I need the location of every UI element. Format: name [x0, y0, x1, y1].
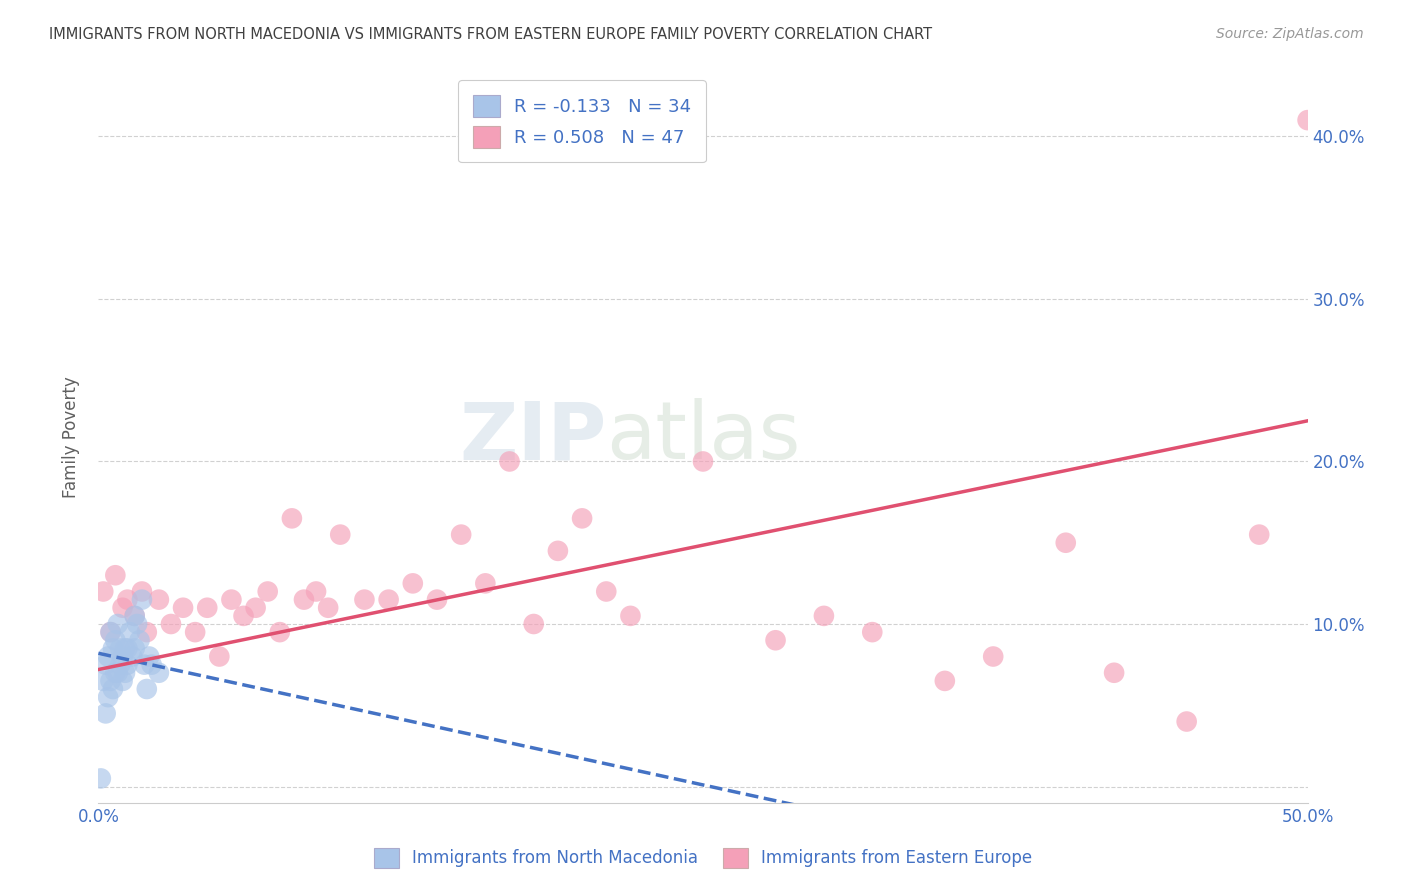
- Point: [860, 625, 883, 640]
- Point: [813, 608, 835, 623]
- Point: [101, 641, 124, 656]
- Point: [547, 544, 569, 558]
- Point: [245, 600, 267, 615]
- Point: [91, 584, 114, 599]
- Point: [111, 600, 134, 615]
- Point: [100, 673, 122, 688]
- Point: [91, 673, 114, 688]
- Point: [571, 511, 593, 525]
- Point: [94, 657, 117, 672]
- Point: [148, 592, 170, 607]
- Point: [104, 568, 127, 582]
- Text: atlas: atlas: [606, 398, 800, 476]
- Point: [498, 454, 520, 468]
- Point: [208, 649, 231, 664]
- Point: [131, 584, 153, 599]
- Text: ZIP: ZIP: [458, 398, 606, 476]
- Point: [131, 592, 153, 607]
- Point: [97, 690, 120, 705]
- Point: [426, 592, 449, 607]
- Point: [108, 641, 131, 656]
- Point: [1296, 113, 1319, 128]
- Point: [402, 576, 425, 591]
- Point: [292, 592, 315, 607]
- Point: [195, 600, 218, 615]
- Point: [934, 673, 956, 688]
- Point: [97, 649, 120, 664]
- Legend: R = -0.133   N = 34, R = 0.508   N = 47: R = -0.133 N = 34, R = 0.508 N = 47: [458, 80, 706, 162]
- Point: [135, 681, 157, 696]
- Legend: Immigrants from North Macedonia, Immigrants from Eastern Europe: Immigrants from North Macedonia, Immigra…: [367, 841, 1039, 875]
- Point: [117, 657, 139, 672]
- Text: IMMIGRANTS FROM NORTH MACEDONIA VS IMMIGRANTS FROM EASTERN EUROPE FAMILY POVERTY: IMMIGRANTS FROM NORTH MACEDONIA VS IMMIG…: [49, 27, 932, 42]
- Text: Source: ZipAtlas.com: Source: ZipAtlas.com: [1216, 27, 1364, 41]
- Point: [117, 592, 139, 607]
- Point: [1175, 714, 1198, 729]
- Point: [104, 633, 127, 648]
- Point: [127, 617, 149, 632]
- Point: [450, 527, 472, 541]
- Point: [474, 576, 496, 591]
- Point: [104, 665, 127, 680]
- Point: [114, 641, 136, 656]
- Point: [256, 584, 278, 599]
- Point: [281, 511, 304, 525]
- Point: [1054, 535, 1077, 549]
- Point: [172, 600, 194, 615]
- Point: [128, 633, 150, 648]
- Point: [100, 625, 122, 640]
- Point: [269, 625, 291, 640]
- Point: [595, 584, 617, 599]
- Point: [138, 649, 160, 664]
- Point: [619, 608, 641, 623]
- Point: [692, 454, 714, 468]
- Point: [117, 641, 139, 656]
- Y-axis label: Family Poverty: Family Poverty: [62, 376, 80, 498]
- Point: [981, 649, 1004, 664]
- Point: [148, 665, 170, 680]
- Point: [353, 592, 375, 607]
- Point: [100, 625, 122, 640]
- Point: [316, 600, 339, 615]
- Point: [1102, 665, 1125, 680]
- Point: [101, 681, 124, 696]
- Point: [107, 617, 129, 632]
- Point: [121, 649, 143, 664]
- Point: [134, 657, 156, 672]
- Point: [94, 706, 117, 721]
- Point: [232, 608, 254, 623]
- Point: [114, 665, 136, 680]
- Point: [141, 657, 163, 672]
- Point: [124, 641, 146, 656]
- Point: [221, 592, 243, 607]
- Point: [765, 633, 787, 648]
- Point: [124, 608, 146, 623]
- Point: [111, 649, 134, 664]
- Point: [135, 625, 157, 640]
- Point: [305, 584, 328, 599]
- Point: [90, 772, 112, 786]
- Point: [160, 617, 183, 632]
- Point: [111, 673, 134, 688]
- Point: [107, 665, 129, 680]
- Point: [108, 657, 131, 672]
- Point: [329, 527, 352, 541]
- Point: [523, 617, 546, 632]
- Point: [1249, 527, 1271, 541]
- Point: [377, 592, 399, 607]
- Point: [118, 625, 141, 640]
- Point: [184, 625, 207, 640]
- Point: [124, 608, 146, 623]
